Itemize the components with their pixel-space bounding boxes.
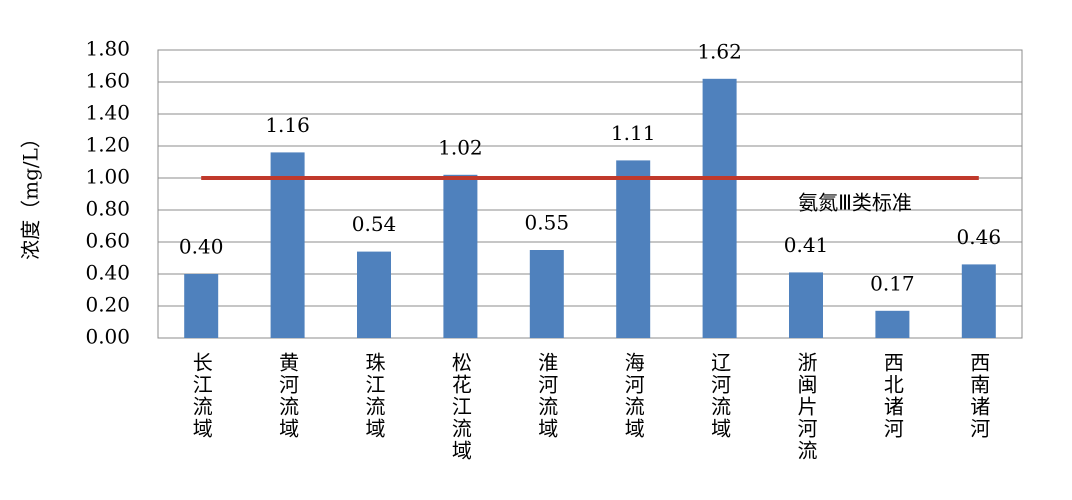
y-tick-label: 1.40 — [85, 101, 130, 125]
x-tick-label: 长江流域 — [189, 352, 213, 440]
y-axis-label: 浓度（mg/L） — [19, 128, 43, 260]
bar — [789, 272, 823, 338]
value-label: 0.55 — [525, 211, 570, 235]
y-tick-label: 0.20 — [85, 293, 130, 317]
y-tick-label: 1.00 — [85, 165, 130, 189]
value-label: 0.17 — [870, 271, 915, 295]
x-tick-label: 珠江流域 — [362, 352, 386, 440]
x-tick-label: 西北诸河 — [880, 352, 904, 440]
y-tick-label: 0.60 — [85, 229, 130, 253]
x-tick-label: 松花江流域 — [448, 352, 472, 462]
y-tick-label: 0.80 — [85, 197, 130, 221]
bar — [184, 274, 219, 338]
bar — [702, 78, 737, 339]
x-tick-label: 淮河流域 — [535, 352, 559, 440]
value-label: 0.46 — [957, 225, 1002, 249]
x-tick-label: 浙闽片河流 — [794, 352, 818, 462]
bar — [443, 174, 478, 338]
value-label: 1.16 — [265, 113, 310, 137]
y-tick-label: 0.00 — [85, 325, 130, 349]
value-label: 1.11 — [611, 121, 656, 145]
value-label: 1.62 — [697, 39, 742, 63]
bar — [529, 250, 564, 338]
y-tick-label: 0.40 — [85, 261, 130, 285]
x-tick-label: 西南诸河 — [967, 352, 991, 440]
y-tick-label: 1.60 — [85, 69, 130, 93]
value-label: 0.41 — [784, 233, 829, 257]
x-tick-label: 辽河流域 — [708, 352, 732, 440]
value-label: 0.40 — [179, 235, 224, 259]
bar — [270, 152, 305, 338]
value-label: 0.54 — [352, 212, 397, 236]
y-tick-label: 1.20 — [85, 133, 130, 157]
bar — [357, 251, 391, 338]
x-tick-label: 黄河流域 — [276, 352, 300, 440]
bar — [616, 160, 651, 338]
y-tick-label: 1.80 — [85, 37, 130, 61]
reference-label: 氨氮Ⅲ类标准 — [798, 191, 912, 215]
x-tick-label: 海河流域 — [621, 352, 645, 440]
bar — [875, 310, 910, 338]
value-label: 1.02 — [438, 135, 483, 159]
bar — [961, 264, 996, 338]
